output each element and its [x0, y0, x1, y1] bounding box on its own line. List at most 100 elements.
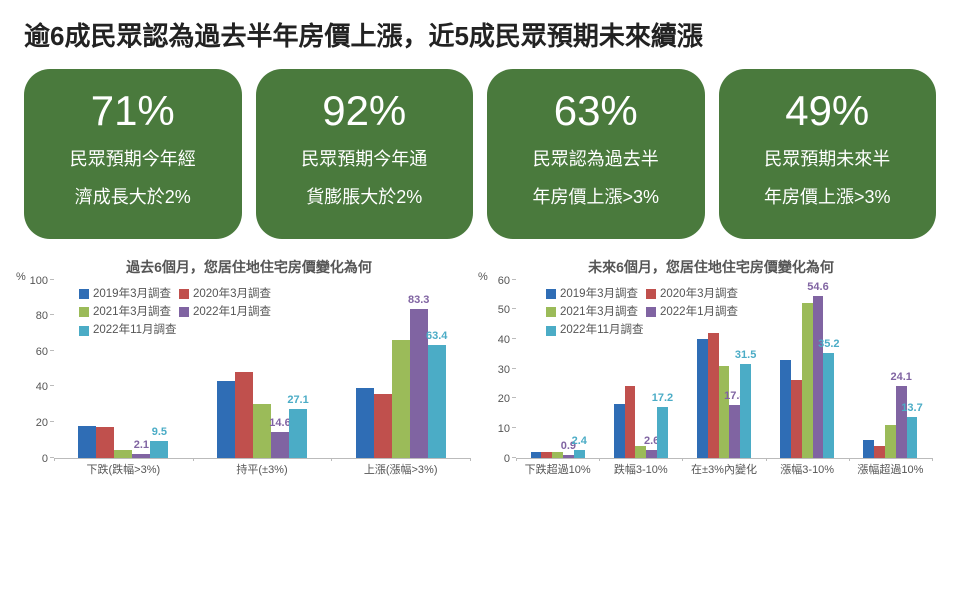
- bar-value-label: 63.4: [426, 330, 447, 342]
- stat-desc: 民眾預期未來半年房價上漲>3%: [729, 141, 927, 217]
- bar: [531, 452, 542, 458]
- stat-card: 49% 民眾預期未來半年房價上漲>3%: [719, 69, 937, 239]
- stat-card: 92% 民眾預期今年通貨膨脹大於2%: [256, 69, 474, 239]
- stat-percent: 71%: [34, 87, 232, 135]
- bar-value-label: 27.1: [287, 394, 308, 406]
- legend-swatch: [79, 307, 89, 317]
- bar: [253, 404, 271, 457]
- legend-label: 2019年3月調查: [560, 285, 638, 303]
- bar: [863, 440, 874, 458]
- page-title: 逾6成民眾認為過去半年房價上漲，近5成民眾預期未來續漲: [24, 16, 936, 53]
- bar-value-label: 35.2: [818, 338, 839, 350]
- legend-label: 2021年3月調查: [93, 303, 171, 321]
- chart-plot: % 0204060801002.19.514.627.183.363.4下跌(跌…: [24, 281, 474, 481]
- chart-future: 未來6個月，您居住地住宅房價變化為何 % 01020304050600.92.4…: [486, 257, 936, 481]
- bar: [874, 446, 885, 458]
- legend-swatch: [179, 289, 189, 299]
- x-category-label: 下跌(跌幅>3%): [87, 461, 161, 477]
- bar-value-label: 2.1: [134, 439, 149, 451]
- legend-swatch: [546, 326, 556, 336]
- bar: 27.1: [289, 409, 307, 457]
- bar: 35.2: [823, 353, 834, 457]
- bar: [708, 333, 719, 458]
- bar: 13.7: [907, 417, 918, 458]
- bar: 63.4: [428, 345, 446, 458]
- bar: [392, 340, 410, 457]
- bar: [541, 452, 552, 458]
- legend-label: 2022年11月調查: [560, 321, 644, 339]
- legend-label: 2022年1月調查: [660, 303, 738, 321]
- bar-value-label: 83.3: [408, 294, 429, 306]
- bar: [78, 426, 96, 458]
- bar: [719, 366, 730, 458]
- bar: 9.5: [150, 441, 168, 458]
- y-tick-label: 20: [498, 393, 510, 405]
- x-category-label: 下跌超過10%: [525, 461, 591, 477]
- x-category-label: 持平(±3%): [236, 461, 287, 477]
- bar: 17.8: [729, 405, 740, 458]
- chart-title: 過去6個月，您居住地住宅房價變化為何: [24, 257, 474, 277]
- legend-item: 2022年1月調查: [646, 303, 738, 321]
- bar-value-label: 13.7: [901, 402, 922, 414]
- y-tick-label: 60: [36, 346, 48, 358]
- bar: [235, 372, 253, 457]
- bar-value-label: 54.6: [807, 281, 828, 293]
- stat-desc: 民眾預期今年通貨膨脹大於2%: [266, 141, 464, 217]
- legend-swatch: [646, 307, 656, 317]
- legend-swatch: [646, 289, 656, 299]
- bar: [802, 303, 813, 457]
- legend-item: 2022年1月調查: [179, 303, 271, 321]
- bar: [614, 404, 625, 457]
- y-tick-label: 30: [498, 364, 510, 376]
- bar: [635, 446, 646, 458]
- bar: [96, 427, 114, 457]
- legend-label: 2022年1月調查: [193, 303, 271, 321]
- stat-card: 71% 民眾預期今年經濟成長大於2%: [24, 69, 242, 239]
- bar: 2.1: [132, 454, 150, 458]
- chart-plot: % 01020304050600.92.42.617.217.831.554.6…: [486, 281, 936, 481]
- bar-value-label: 9.5: [152, 426, 167, 438]
- legend-item: 2019年3月調查: [546, 285, 638, 303]
- x-category-label: 在±3%內變化: [691, 461, 757, 477]
- legend-swatch: [546, 307, 556, 317]
- bar: [114, 450, 132, 457]
- y-tick-label: 100: [30, 275, 48, 287]
- chart-legend: 2019年3月調查 2020年3月調查 2021年3月調查 2022年1月調查 2022…: [79, 285, 279, 340]
- y-tick-label: 0: [42, 453, 48, 465]
- chart-past: 過去6個月，您居住地住宅房價變化為何 % 0204060801002.19.51…: [24, 257, 474, 481]
- legend-swatch: [179, 307, 189, 317]
- bar: [356, 388, 374, 457]
- legend-item: 2020年3月調查: [646, 285, 738, 303]
- y-tick-label: 40: [498, 334, 510, 346]
- charts-row: 過去6個月，您居住地住宅房價變化為何 % 0204060801002.19.51…: [24, 257, 936, 481]
- legend-item: 2019年3月調查: [79, 285, 171, 303]
- bar: 54.6: [813, 296, 824, 458]
- y-tick-label: 10: [498, 423, 510, 435]
- bar: 24.1: [896, 386, 907, 457]
- legend-label: 2019年3月調查: [93, 285, 171, 303]
- bar: [791, 380, 802, 457]
- bar: [374, 394, 392, 458]
- x-category-label: 上漲(漲幅>3%): [364, 461, 438, 477]
- bar: [780, 360, 791, 458]
- y-tick-label: 80: [36, 310, 48, 322]
- legend-label: 2020年3月調查: [660, 285, 738, 303]
- legend-swatch: [546, 289, 556, 299]
- bar: 14.6: [271, 432, 289, 458]
- legend-item: 2020年3月調查: [179, 285, 271, 303]
- bar: 0.9: [563, 455, 574, 458]
- bar: 83.3: [410, 309, 428, 457]
- bar: 2.6: [646, 450, 657, 458]
- x-category-label: 漲幅3-10%: [780, 461, 834, 477]
- bar: [697, 339, 708, 458]
- bar-value-label: 14.6: [269, 417, 290, 429]
- y-tick-label: 60: [498, 275, 510, 287]
- stat-card: 63% 民眾認為過去半年房價上漲>3%: [487, 69, 705, 239]
- legend-label: 2022年11月調查: [93, 321, 177, 339]
- stat-desc: 民眾認為過去半年房價上漲>3%: [497, 141, 695, 217]
- x-category-label: 漲幅超過10%: [857, 461, 923, 477]
- legend-item: 2021年3月調查: [546, 303, 638, 321]
- bar: 17.2: [657, 407, 668, 458]
- bar: 2.4: [574, 450, 585, 457]
- bar-value-label: 2.4: [572, 435, 587, 447]
